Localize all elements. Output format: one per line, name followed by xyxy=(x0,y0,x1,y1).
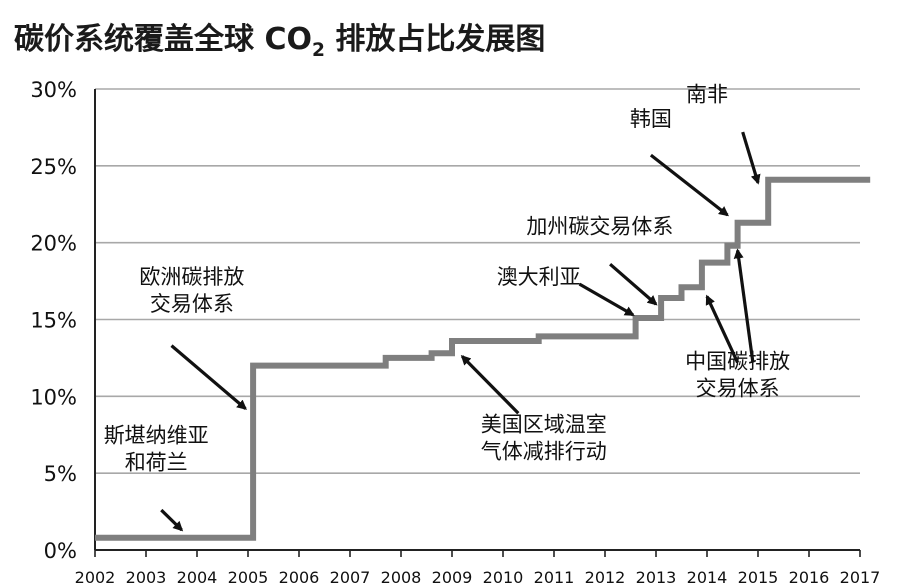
y-tick-label: 5% xyxy=(44,462,77,486)
annotation-label: 气体减排行动 xyxy=(481,440,607,464)
annotation-label: 交易体系 xyxy=(150,292,234,316)
annotation-label: 美国区域温室 xyxy=(481,413,607,437)
x-tick-label: 2012 xyxy=(585,568,626,587)
annotation-label: 南非 xyxy=(686,82,728,106)
annotation-arrow xyxy=(741,131,761,185)
annotation-label: 加州碳交易体系 xyxy=(526,214,673,238)
annotation-arrow xyxy=(160,508,184,532)
chart-title: 碳价系统覆盖全球 CO2 排放占比发展图 xyxy=(14,14,545,61)
annotation-arrow xyxy=(649,153,729,217)
x-tick-label: 2010 xyxy=(483,568,524,587)
x-tick-label: 2014 xyxy=(687,568,728,587)
annotation-label: 和荷兰 xyxy=(125,450,188,474)
x-tick-label: 2006 xyxy=(279,568,320,587)
x-tick-label: 2002 xyxy=(75,568,116,587)
chart-title-subscript: 2 xyxy=(311,40,325,61)
annotation-arrow xyxy=(705,294,740,364)
y-tick-label: 25% xyxy=(30,155,77,179)
series-step-line xyxy=(95,176,871,541)
annotation-label: 斯堪纳维亚 xyxy=(104,423,209,447)
y-tick-label: 0% xyxy=(44,539,77,563)
annotation-label: 欧洲碳排放 xyxy=(139,265,244,289)
x-tick-label: 2003 xyxy=(126,568,167,587)
annotation-arrow xyxy=(578,282,635,317)
chart-title-main: 碳价系统覆盖全球 CO xyxy=(14,22,312,57)
annotation-label: 交易体系 xyxy=(696,377,780,401)
chart-title-tail: 排放占比发展图 xyxy=(324,22,546,57)
y-tick-label: 10% xyxy=(30,385,77,409)
y-tick-label: 30% xyxy=(30,78,77,102)
x-tick-label: 2013 xyxy=(636,568,677,587)
annotation-arrow xyxy=(170,344,247,410)
y-tick-label: 15% xyxy=(30,309,77,333)
x-tick-label: 2015 xyxy=(738,568,779,587)
x-tick-label: 2011 xyxy=(534,568,575,587)
x-tick-label: 2004 xyxy=(177,568,218,587)
x-tick-label: 2005 xyxy=(228,568,269,587)
annotation-arrow xyxy=(460,354,520,415)
annotation-arrow xyxy=(733,248,755,363)
x-tick-label: 2016 xyxy=(789,568,830,587)
annotation-arrow xyxy=(609,262,658,306)
x-tick-label: 2009 xyxy=(432,568,473,587)
annotation-label: 韩国 xyxy=(630,107,672,131)
x-tick-label: 2008 xyxy=(381,568,422,587)
annotation-label: 澳大利亚 xyxy=(497,265,581,289)
x-tick-label: 2017 xyxy=(840,568,881,587)
y-tick-label: 20% xyxy=(30,232,77,256)
x-tick-label: 2007 xyxy=(330,568,371,587)
